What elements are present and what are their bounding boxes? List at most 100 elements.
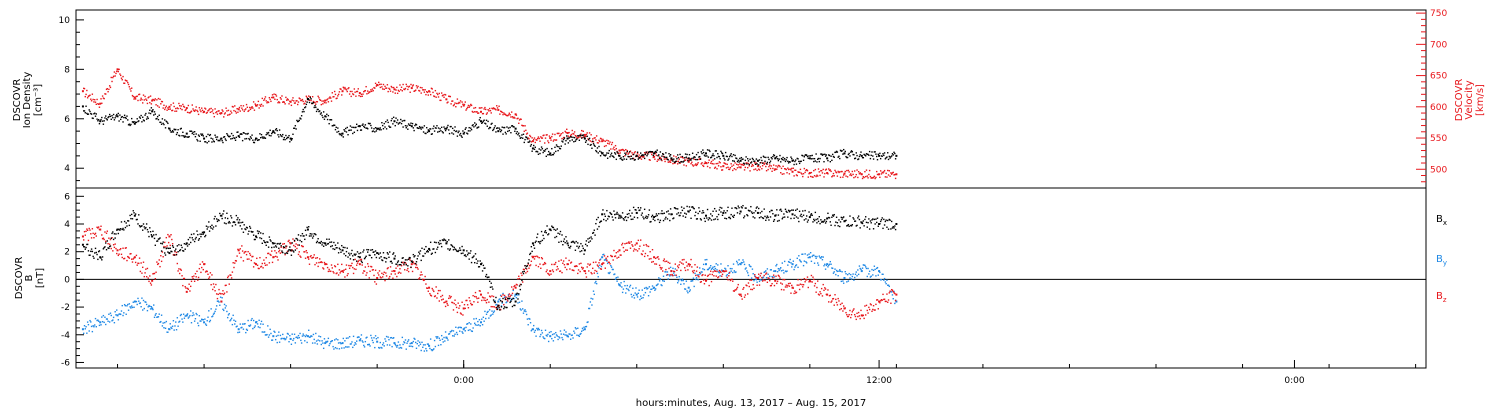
trace-dot-density <box>363 125 365 128</box>
trace-dot-by <box>466 322 469 325</box>
trace-dot-bz <box>513 285 515 288</box>
trace-dot-density <box>411 122 414 125</box>
trace-dot-bx <box>259 237 261 239</box>
trace-dot-bx <box>194 238 197 240</box>
trace-dot-density <box>305 103 308 106</box>
trace-dot-density <box>421 126 423 128</box>
data-point-bz <box>272 256 275 259</box>
trace-dot-density <box>598 145 600 148</box>
trace-dot-velocity <box>777 164 780 167</box>
trace-dot-velocity <box>787 168 790 171</box>
trace-dot-density <box>785 159 787 161</box>
trace-dot-bx <box>234 221 236 224</box>
trace-dot-bz <box>669 262 671 264</box>
trace-dot-by <box>180 313 182 316</box>
trace-dot-bz <box>257 267 260 270</box>
trace-dot-density <box>290 139 293 141</box>
trace-dot-bz <box>149 282 152 284</box>
trace-dot-bx <box>357 255 359 258</box>
trace-dot-bz <box>317 265 319 268</box>
trace-dot-density <box>219 140 221 142</box>
trace-dot-velocity <box>591 140 593 143</box>
data-point-density <box>774 157 777 160</box>
trace-dot-bx <box>270 240 272 242</box>
trace-dot-by <box>485 313 488 315</box>
trace-dot-velocity <box>399 84 401 86</box>
trace-dot-density <box>403 119 405 122</box>
trace-dot-velocity <box>451 100 453 102</box>
data-point-by <box>808 256 811 259</box>
trace-dot-bz <box>732 280 734 282</box>
trace-dot-bx <box>659 219 662 222</box>
top-left-tick-label: 4 <box>64 164 70 174</box>
trace-dot-bz <box>850 313 853 316</box>
trace-dot-density <box>493 127 496 129</box>
trace-dot-velocity <box>127 81 129 84</box>
trace-dot-bz <box>453 302 455 305</box>
trace-dot-bx <box>296 238 298 240</box>
trace-dot-by <box>392 337 394 339</box>
trace-dot-velocity <box>639 157 641 160</box>
trace-dot-bz <box>419 274 422 276</box>
trace-dot-by <box>158 313 160 315</box>
trace-dot-density <box>344 127 347 130</box>
trace-dot-bz <box>330 264 333 266</box>
trace-dot-velocity <box>772 167 774 170</box>
trace-dot-by <box>237 331 239 334</box>
trace-dot-density <box>537 153 540 155</box>
trace-dot-bx <box>394 255 396 257</box>
trace-dot-velocity <box>358 94 360 97</box>
trace-dot-by <box>208 320 211 323</box>
trace-dot-by <box>170 326 172 329</box>
trace-dot-bz <box>881 299 883 301</box>
trace-dot-velocity <box>473 107 475 109</box>
trace-dot-by <box>829 260 832 263</box>
trace-dot-density <box>108 115 110 118</box>
trace-dot-density <box>884 158 887 160</box>
trace-dot-velocity <box>551 135 553 138</box>
trace-dot-velocity <box>833 175 835 177</box>
trace-dot-density <box>777 159 780 162</box>
trace-dot-bx <box>381 259 383 261</box>
trace-dot-velocity <box>94 101 97 103</box>
trace-dot-bx <box>201 233 203 235</box>
data-point-bx <box>428 247 431 250</box>
trace-dot-velocity <box>634 151 636 153</box>
trace-dot-by <box>320 343 322 346</box>
trace-dot-velocity <box>606 142 609 145</box>
trace-dot-density <box>749 158 751 160</box>
trace-dot-by <box>101 316 103 318</box>
trace-dot-velocity <box>420 92 422 94</box>
trace-dot-by <box>204 318 206 320</box>
trace-dot-bx <box>282 246 285 248</box>
trace-dot-density <box>180 127 182 130</box>
trace-dot-density <box>232 134 234 137</box>
trace-dot-bx <box>561 234 563 236</box>
trace-dot-by <box>448 333 450 335</box>
trace-dot-bz <box>546 269 548 271</box>
trace-dot-bz <box>850 316 852 319</box>
trace-dot-velocity <box>479 107 481 109</box>
data-point-density <box>185 132 188 135</box>
trace-dot-by <box>295 336 297 339</box>
trace-dot-velocity <box>86 97 89 99</box>
trace-dot-bx <box>646 217 648 220</box>
trace-dot-bx <box>326 243 329 245</box>
trace-dot-velocity <box>325 102 327 104</box>
trace-dot-density <box>346 126 348 129</box>
trace-dot-velocity <box>499 113 501 115</box>
trace-dot-by <box>535 335 537 337</box>
trace-dot-bx <box>221 217 223 220</box>
trace-dot-velocity <box>879 176 881 179</box>
data-point-velocity <box>462 104 465 107</box>
trace-dot-by <box>207 316 209 318</box>
trace-dot-bz <box>402 261 404 264</box>
trace-dot-by <box>554 336 556 339</box>
trace-dot-velocity <box>579 136 581 138</box>
trace-dot-velocity <box>367 92 370 94</box>
trace-dot-density <box>484 122 486 125</box>
trace-dot-density <box>824 153 826 155</box>
trace-dot-bz <box>665 260 668 262</box>
trace-dot-bz <box>569 262 572 264</box>
trace-dot-velocity <box>461 101 463 103</box>
